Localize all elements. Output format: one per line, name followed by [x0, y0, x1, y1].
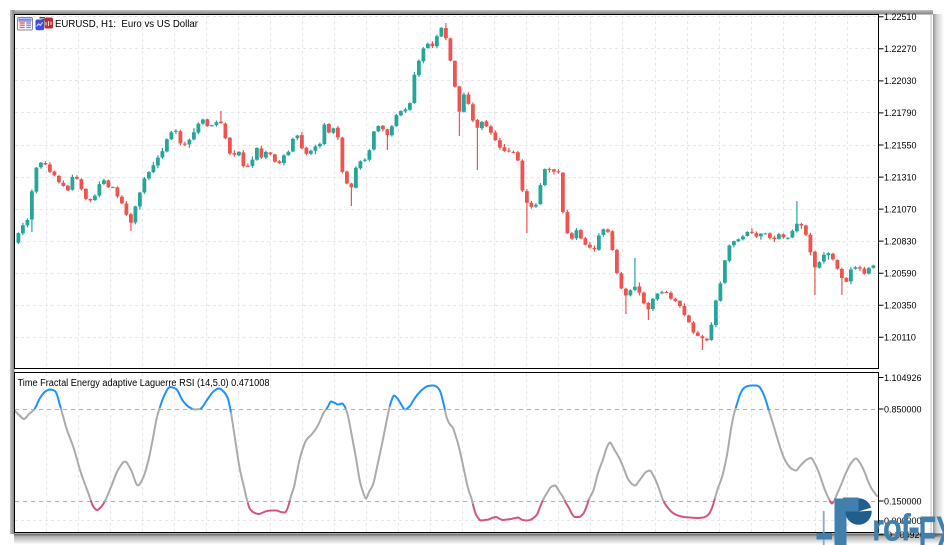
svg-text:1.21550: 1.21550	[884, 140, 917, 150]
svg-text:1.104926: 1.104926	[884, 373, 922, 383]
svg-text:Time Fractal Energy adaptive L: Time Fractal Energy adaptive Laguerre RS…	[18, 378, 270, 389]
svg-text:1.22030: 1.22030	[884, 76, 917, 86]
svg-text:0.000000: 0.000000	[884, 516, 922, 526]
svg-text:-0.104926: -0.104926	[884, 530, 925, 540]
svg-text:0.150000: 0.150000	[884, 496, 922, 506]
svg-text:1.20590: 1.20590	[884, 269, 917, 279]
svg-text:1.21070: 1.21070	[884, 204, 917, 214]
svg-text:1.20830: 1.20830	[884, 236, 917, 246]
svg-text:FX: FX	[919, 506, 944, 545]
svg-text:EURUSD, H1: Euro vs US Dollar: EURUSD, H1: Euro vs US Dollar	[55, 19, 199, 30]
svg-text:1.22270: 1.22270	[884, 44, 917, 54]
svg-text:0.850000: 0.850000	[884, 404, 922, 414]
svg-text:1.21790: 1.21790	[884, 108, 917, 118]
svg-text:1.20110: 1.20110	[884, 333, 916, 343]
svg-text:1.20350: 1.20350	[884, 301, 917, 311]
svg-text:1.22510: 1.22510	[884, 12, 917, 22]
svg-text:rof: rof	[872, 508, 911, 545]
svg-text:1.21310: 1.21310	[884, 172, 917, 182]
